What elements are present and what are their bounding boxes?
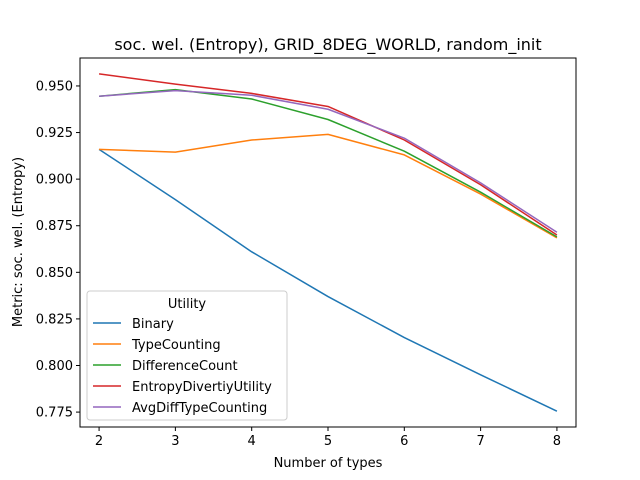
legend-entry-label: TypeCounting: [131, 338, 221, 353]
x-tick-label: 5: [324, 434, 332, 449]
y-axis-label: Metric: soc. wel. (Entropy): [11, 157, 26, 327]
y-tick-label: 0.825: [36, 312, 73, 327]
y-tick-label: 0.800: [36, 359, 73, 374]
y-axis: 0.775 0.800 0.825 0.850 0.875 0.900 0.925 0.950: [36, 79, 80, 421]
legend-box: [86, 290, 288, 421]
x-axis: 2 3 4 5 6 7 8: [95, 427, 561, 449]
x-tick-label: 7: [476, 434, 484, 449]
y-tick-label: 0.875: [36, 219, 73, 234]
plot-area: [98, 73, 558, 412]
x-tick-label: 6: [400, 434, 408, 449]
x-tick-label: 8: [553, 434, 561, 449]
y-tick-label: 0.900: [36, 173, 73, 188]
x-tick-label: 4: [248, 434, 256, 449]
legend-entry-label: DifferenceCount: [132, 359, 238, 374]
series-line-entropydivertiyutility: [98, 73, 558, 236]
y-tick-label: 0.850: [36, 266, 73, 281]
chart-title: soc. wel. (Entropy), GRID_8DEG_WORLD, ra…: [114, 35, 541, 55]
legend-entry-label: Binary: [132, 317, 174, 332]
x-axis-label: Number of types: [274, 456, 383, 471]
legend: Utility Binary TypeCounting DifferenceCount…: [86, 290, 288, 421]
x-tick-label: 2: [95, 434, 103, 449]
legend-entry-label: AvgDiffTypeCounting: [132, 401, 267, 416]
y-tick-label: 0.950: [36, 79, 73, 94]
x-tick-label: 3: [171, 434, 179, 449]
legend-title: Utility: [168, 297, 207, 312]
series-line-avgdifftypecounting: [99, 89, 558, 233]
series-line-binary: [98, 148, 558, 412]
series-line-typecounting: [99, 133, 558, 239]
y-tick-label: 0.925: [36, 126, 73, 141]
y-tick-label: 0.775: [36, 406, 73, 421]
series-line-differencecount: [99, 88, 558, 238]
legend-entry-label: EntropyDivertiyUtility: [132, 380, 272, 395]
